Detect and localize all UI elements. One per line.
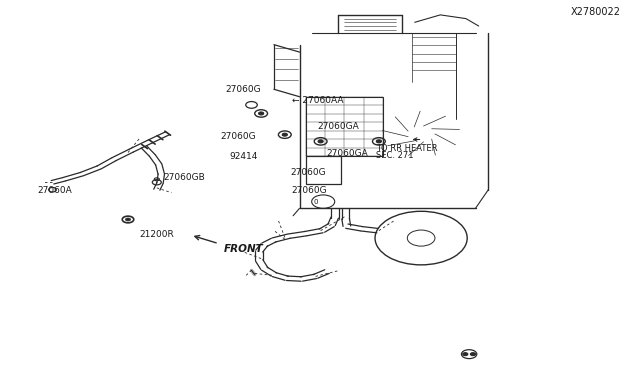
Text: 27060G: 27060G [290,169,326,177]
Bar [306,97,383,156]
Circle shape [282,133,287,136]
Text: 27060GA: 27060GA [317,122,359,131]
Circle shape [376,140,381,143]
Text: 27060GB: 27060GB [163,173,205,182]
Text: 27060A: 27060A [37,186,72,195]
Circle shape [259,112,264,115]
Text: SEC. 271: SEC. 271 [376,151,414,160]
Text: ← 27060AA: ← 27060AA [292,96,343,105]
Circle shape [318,140,323,143]
Text: FRONT: FRONT [224,244,264,254]
Text: 27060GA: 27060GA [326,149,368,158]
Text: 27060G: 27060G [225,85,261,94]
Text: X2780022: X2780022 [571,7,621,17]
Text: 92414: 92414 [229,153,257,161]
Circle shape [463,353,468,356]
Circle shape [470,353,476,356]
Text: 21200R: 21200R [140,230,174,239]
Bar [306,156,341,184]
Text: TO RR HEATER: TO RR HEATER [376,144,438,153]
Text: 27060G: 27060G [291,186,327,195]
Circle shape [125,218,131,221]
Text: 27060G: 27060G [220,132,256,141]
Text: 0: 0 [313,199,318,205]
